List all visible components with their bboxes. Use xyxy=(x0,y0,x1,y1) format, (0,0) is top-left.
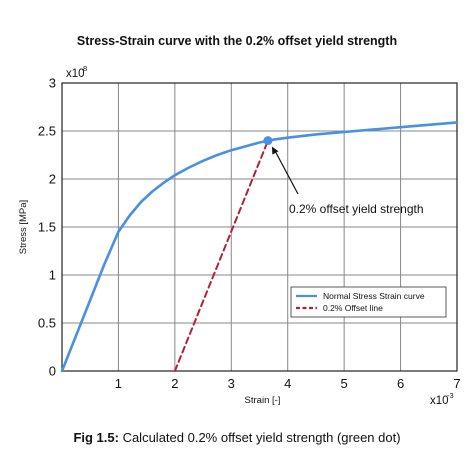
x-tick-label: 1 xyxy=(115,376,122,391)
caption-lead: Fig 1.5: xyxy=(73,430,119,445)
annotation-arrowhead xyxy=(271,146,279,155)
legend-label: 0.2% Offset line xyxy=(323,303,383,313)
y-axis-label: Stress [MPa] xyxy=(18,200,29,254)
plot-frame xyxy=(61,82,458,372)
legend-box xyxy=(290,286,447,318)
offset-line xyxy=(173,139,269,372)
x-tick-label: 6 xyxy=(397,376,404,391)
annotation-arrow-line xyxy=(275,152,299,195)
x-tick-label: 4 xyxy=(284,376,291,391)
y-tick-label: 0.5 xyxy=(38,316,56,331)
x-tick-label: 7 xyxy=(453,376,460,391)
x-axis-multiplier: x10 xyxy=(430,395,449,407)
y-tick-label: 0 xyxy=(49,364,56,379)
caption-text: Calculated 0.2% offset yield strength (g… xyxy=(118,430,401,445)
y-tick-label: 1.5 xyxy=(38,220,56,235)
legend-label: Normal Stress Strain curve xyxy=(323,291,425,301)
x-tick-label: 5 xyxy=(341,376,348,391)
x-axis-label: Strain [-] xyxy=(245,395,281,406)
y-axis-multiplier: x10 xyxy=(66,68,85,80)
y-tick-label: 2 xyxy=(49,172,56,187)
stress-strain-curve xyxy=(60,121,459,373)
chart-title: Stress-Strain curve with the 0.2% offset… xyxy=(76,34,398,48)
x-tick-label: 3 xyxy=(228,376,235,391)
annotation-text: 0.2% offset yield strength xyxy=(289,202,424,216)
figure-caption: Fig 1.5: Calculated 0.2% offset yield st… xyxy=(0,430,474,445)
y-tick-label: 1 xyxy=(49,268,56,283)
y-tick-label: 3 xyxy=(49,76,56,91)
x-axis-exponent: -3 xyxy=(447,391,454,400)
y-tick-label: 2.5 xyxy=(38,124,56,139)
x-tick-label: 2 xyxy=(171,376,178,391)
yield-point-marker xyxy=(263,136,273,146)
y-axis-exponent: 8 xyxy=(83,64,87,73)
